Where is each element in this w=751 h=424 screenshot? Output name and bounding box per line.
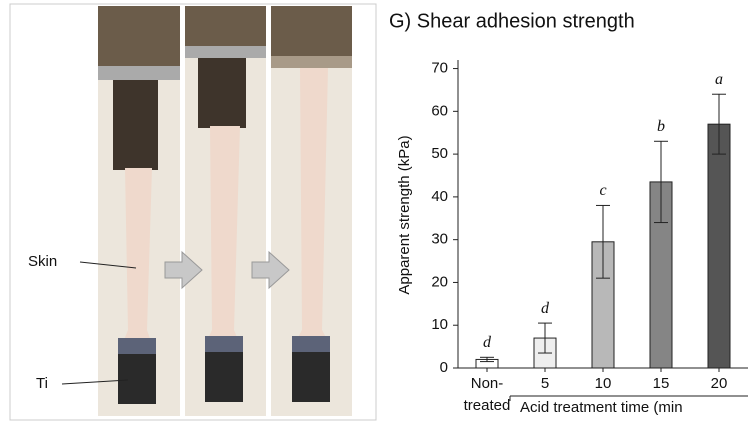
pointer-line [79,261,137,269]
photo-panel: Skin Ti [9,3,377,421]
x-tick-label: 20 [711,375,728,392]
significance-letter: d [483,334,492,351]
y-tick-label: 0 [440,359,448,376]
y-axis-label: Apparent strength (kPa) [396,135,413,294]
y-tick-label: 50 [431,145,448,162]
arrow [251,250,290,290]
x-group-label: Acid treatment time (min [520,399,683,416]
y-tick-label: 40 [431,188,448,205]
photo-stage-3 [271,6,352,416]
pointer-line [61,379,129,385]
x-tick-label: Non-treated [464,375,511,414]
photo-stage-1 [98,6,180,416]
photo-stage-2 [185,6,266,416]
y-tick-label: 10 [431,316,448,333]
significance-letter: d [541,300,550,317]
y-tick-label: 60 [431,102,448,119]
y-tick-label: 70 [431,60,448,77]
significance-letter: b [657,118,665,135]
bar [707,123,731,369]
photo-label: Skin [28,253,57,270]
x-tick-label: 5 [541,375,549,392]
chart-title: G) Shear adhesion strength [389,10,635,32]
y-tick-label: 20 [431,273,448,290]
x-tick-label: 10 [595,375,612,392]
y-tick-label: 30 [431,231,448,248]
significance-letter: a [715,71,723,88]
photo-label: Ti [36,375,48,392]
arrow [164,250,203,290]
significance-letter: c [599,182,606,199]
x-tick-label: 15 [653,375,670,392]
